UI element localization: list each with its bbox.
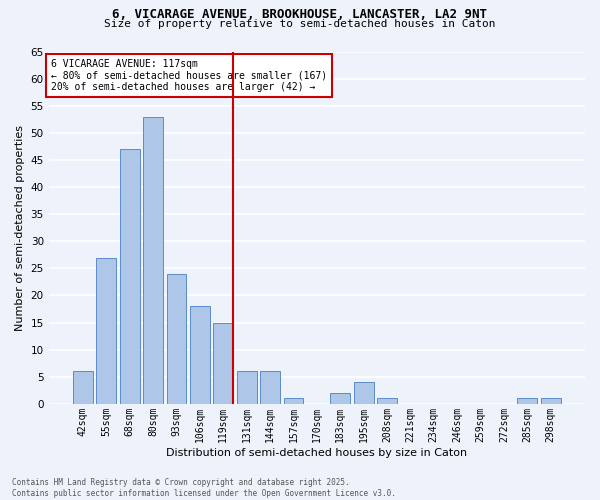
- Bar: [377, 398, 397, 404]
- X-axis label: Distribution of semi-detached houses by size in Caton: Distribution of semi-detached houses by …: [166, 448, 467, 458]
- Bar: [120, 149, 140, 404]
- Bar: [353, 382, 374, 404]
- Bar: [260, 372, 280, 404]
- Text: Contains HM Land Registry data © Crown copyright and database right 2025.
Contai: Contains HM Land Registry data © Crown c…: [12, 478, 396, 498]
- Text: 6 VICARAGE AVENUE: 117sqm
← 80% of semi-detached houses are smaller (167)
20% of: 6 VICARAGE AVENUE: 117sqm ← 80% of semi-…: [52, 58, 328, 92]
- Bar: [237, 372, 257, 404]
- Bar: [541, 398, 560, 404]
- Text: 6, VICARAGE AVENUE, BROOKHOUSE, LANCASTER, LA2 9NT: 6, VICARAGE AVENUE, BROOKHOUSE, LANCASTE…: [113, 8, 487, 20]
- Bar: [97, 258, 116, 404]
- Bar: [330, 393, 350, 404]
- Y-axis label: Number of semi-detached properties: Number of semi-detached properties: [15, 124, 25, 330]
- Bar: [143, 116, 163, 404]
- Bar: [214, 322, 233, 404]
- Bar: [284, 398, 304, 404]
- Bar: [190, 306, 210, 404]
- Bar: [517, 398, 537, 404]
- Bar: [73, 372, 93, 404]
- Bar: [167, 274, 187, 404]
- Text: Size of property relative to semi-detached houses in Caton: Size of property relative to semi-detach…: [104, 19, 496, 29]
